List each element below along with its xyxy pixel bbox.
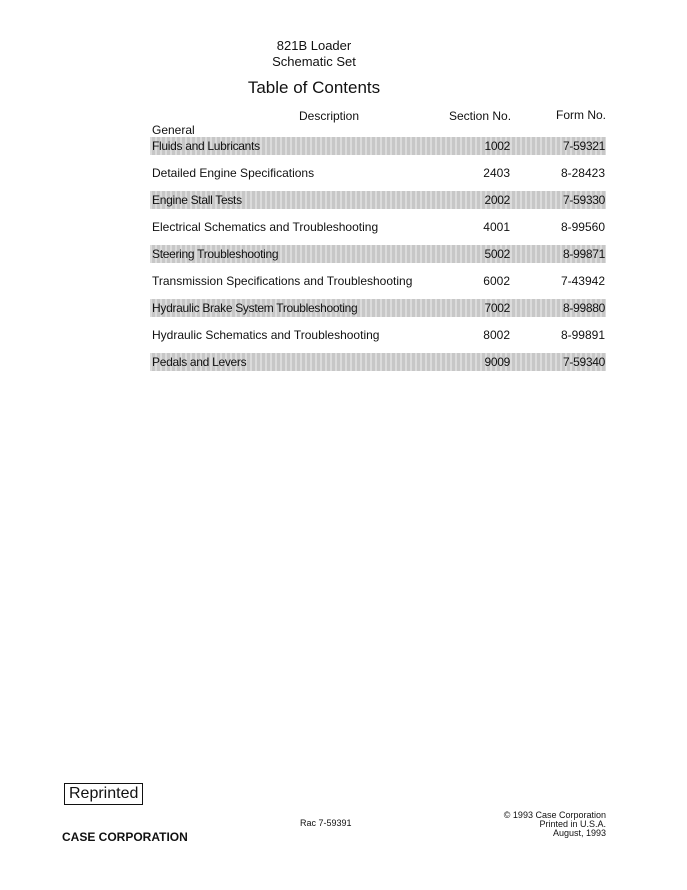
row-section-number: 2002	[484, 193, 511, 207]
row-description: Detailed Engine Specifications	[152, 166, 315, 180]
row-form-number: 7-43942	[560, 274, 605, 288]
row-description: Fluids and Lubricants	[152, 139, 260, 153]
toc-row: Fluids and Lubricants 1002 7-59321	[150, 137, 606, 155]
row-form-number: 7-59340	[563, 355, 605, 369]
group-label: General	[152, 123, 195, 137]
page-title: Table of Contents	[247, 78, 381, 97]
row-description: Hydraulic Schematics and Troubleshooting	[152, 328, 380, 342]
toc-row: Steering Troubleshooting 5002 8-99871	[150, 245, 606, 263]
row-section-number: 5002	[484, 247, 511, 261]
row-description: Hydraulic Brake System Troubleshooting	[152, 301, 358, 315]
row-section-number: 8002	[483, 328, 510, 342]
toc-row: Hydraulic Schematics and Troubleshooting…	[150, 326, 606, 344]
row-section-number: 7002	[484, 301, 511, 315]
toc-row: Electrical Schematics and Troubleshootin…	[150, 218, 606, 236]
row-form-number: 8-99871	[563, 247, 605, 261]
print-date: August, 1993	[552, 828, 606, 838]
row-description: Engine Stall Tests	[152, 193, 242, 207]
row-description: Pedals and Levers	[152, 355, 247, 369]
row-description: Electrical Schematics and Troubleshootin…	[152, 220, 379, 234]
toc-row: Transmission Specifications and Troubles…	[150, 272, 606, 290]
row-section-number: 4001	[483, 220, 510, 234]
company-name: CASE CORPORATION	[62, 830, 188, 844]
rac-number: Rac 7-59391	[300, 818, 352, 828]
toc-row: Pedals and Levers 9009 7-59340	[150, 353, 606, 371]
reprinted-stamp: Reprinted	[64, 783, 144, 805]
copyright: © 1993 Case Corporation	[503, 810, 606, 820]
toc-row: Engine Stall Tests 2002 7-59330	[150, 191, 606, 209]
row-form-number: 8-99560	[560, 220, 605, 234]
row-description: Transmission Specifications and Troubles…	[152, 274, 413, 288]
doc-title-line2: Schematic Set	[272, 54, 356, 69]
row-form-number: 7-59330	[563, 193, 605, 207]
row-section-number: 1002	[484, 139, 511, 153]
row-form-number: 7-59321	[563, 139, 605, 153]
printed-in: Printed in U.S.A.	[539, 819, 606, 829]
row-section-number: 9009	[484, 355, 511, 369]
column-header-description: Description	[299, 109, 360, 123]
doc-title-line1: 821B Loader	[276, 38, 352, 53]
row-section-number: 6002	[483, 274, 510, 288]
toc-row: Detailed Engine Specifications 2403 8-2842…	[150, 164, 606, 182]
column-header-section: Section No.	[449, 109, 512, 123]
row-section-number: 2403	[483, 166, 510, 180]
row-form-number: 8-28423	[560, 166, 605, 180]
row-description: Steering Troubleshooting	[152, 247, 279, 261]
row-form-number: 8-99880	[563, 301, 605, 315]
toc-row: Hydraulic Brake System Troubleshooting 70…	[150, 299, 606, 317]
row-form-number: 8-99891	[560, 328, 605, 342]
column-header-form: Form No.	[556, 108, 607, 122]
